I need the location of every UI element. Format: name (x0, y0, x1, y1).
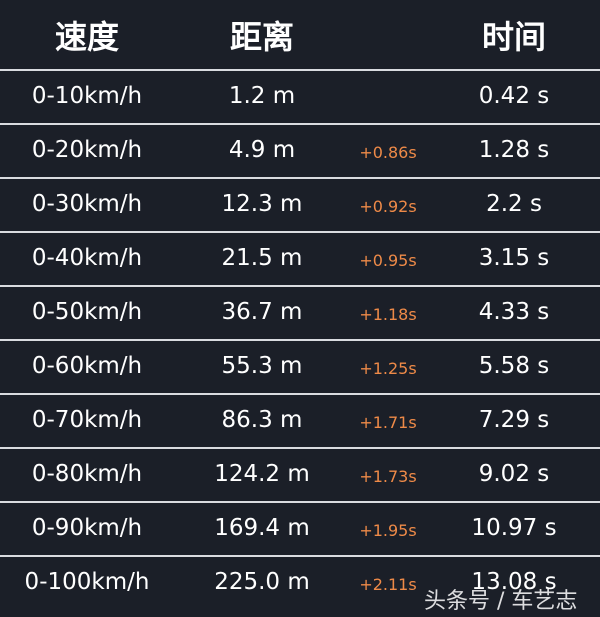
speed-cell: 0-50km/h (31, 299, 143, 325)
time-cell: 4.33 s (478, 299, 550, 325)
delta-cell: +1.25s (359, 359, 417, 378)
distance-cell: 12.3 m (221, 191, 303, 217)
speed-cell: 0-30km/h (31, 191, 143, 217)
speed-cell: 0-80km/h (31, 461, 143, 487)
table-row: 0-20km/h 4.9 m +0.86s 1.28 s (0, 123, 600, 178)
distance-cell: 55.3 m (221, 353, 303, 379)
delta-cell: +2.11s (359, 575, 417, 594)
distance-cell: 124.2 m (214, 461, 310, 487)
table-row: 0-40km/h 21.5 m +0.95s 3.15 s (0, 231, 600, 286)
time-cell: 5.58 s (478, 353, 550, 379)
speed-cell: 0-90km/h (31, 515, 143, 541)
time-cell: 0.42 s (478, 83, 550, 109)
table-row: 0-80km/h 124.2 m +1.73s 9.02 s (0, 447, 600, 502)
speed-cell: 0-10km/h (31, 83, 143, 109)
distance-cell: 1.2 m (228, 83, 296, 109)
speed-cell: 0-60km/h (31, 353, 143, 379)
time-cell: 3.15 s (478, 245, 550, 271)
time-cell: 9.02 s (478, 461, 550, 487)
time-cell: 10.97 s (471, 515, 557, 541)
distance-cell: 225.0 m (214, 569, 310, 595)
speed-cell: 0-40km/h (31, 245, 143, 271)
table-row: 0-90km/h 169.4 m +1.95s 10.97 s (0, 501, 600, 556)
table-row: 0-10km/h 1.2 m 0.42 s (0, 69, 600, 124)
distance-cell: 36.7 m (221, 299, 303, 325)
speed-cell: 0-100km/h (24, 569, 150, 595)
time-cell: 2.2 s (486, 191, 542, 217)
distance-cell: 21.5 m (221, 245, 303, 271)
watermark: 头条号 / 车艺志 (424, 589, 578, 614)
header-distance: 距离 (229, 18, 295, 56)
table-header: 速度 距离 时间 (0, 0, 600, 69)
distance-cell: 169.4 m (214, 515, 310, 541)
header-speed: 速度 (54, 18, 120, 56)
delta-cell: +1.18s (359, 305, 417, 324)
delta-cell: +1.73s (359, 467, 417, 486)
delta-cell: +0.92s (359, 197, 417, 216)
table-row: 0-70km/h 86.3 m +1.71s 7.29 s (0, 393, 600, 448)
delta-cell: +0.86s (359, 143, 417, 162)
delta-cell: +1.95s (359, 521, 417, 540)
table-row: 0-100km/h 225.0 m +2.11s 13.08 s (0, 555, 600, 610)
time-cell: 7.29 s (478, 407, 550, 433)
header-time: 时间 (481, 18, 547, 56)
table-row: 0-30km/h 12.3 m +0.92s 2.2 s (0, 177, 600, 232)
time-cell: 13.08 s (471, 569, 557, 595)
distance-cell: 4.9 m (228, 137, 296, 163)
delta-cell: +1.71s (359, 413, 417, 432)
speed-cell: 0-70km/h (31, 407, 143, 433)
table-row: 0-60km/h 55.3 m +1.25s 5.58 s (0, 339, 600, 394)
delta-cell: +0.95s (359, 251, 417, 270)
table-row: 0-50km/h 36.7 m +1.18s 4.33 s (0, 285, 600, 340)
speed-cell: 0-20km/h (31, 137, 143, 163)
distance-cell: 86.3 m (221, 407, 303, 433)
time-cell: 1.28 s (478, 137, 550, 163)
